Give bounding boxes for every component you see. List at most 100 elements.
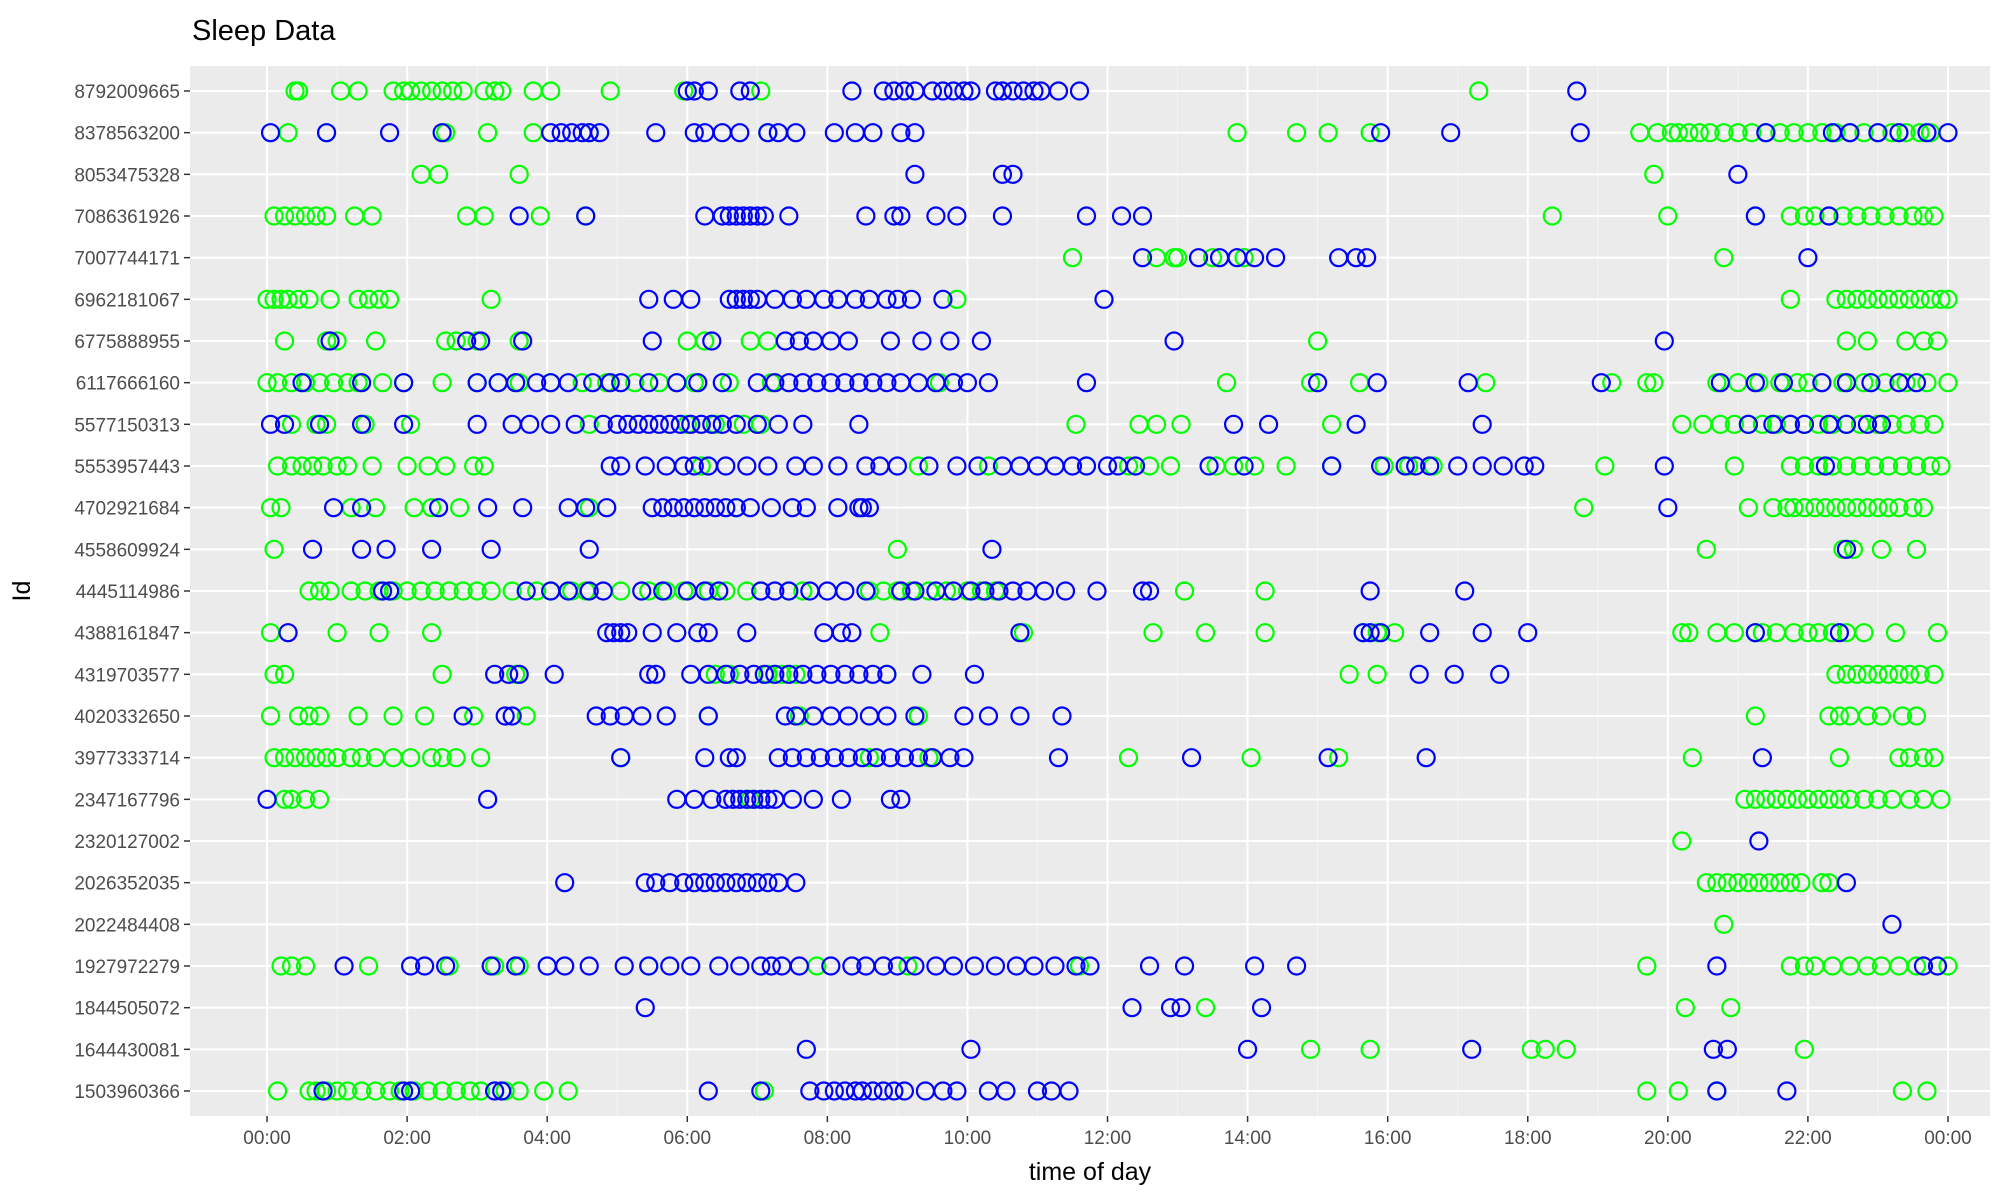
data-point [1241,748,1261,768]
data-point [954,706,974,726]
data-point [1602,373,1622,393]
data-point [600,81,620,101]
data-point [292,456,312,476]
data-point [1794,498,1814,518]
y-tick-label: 4020332650 [74,707,180,728]
data-point [1805,206,1825,226]
data-point [362,456,382,476]
data-point [481,581,501,601]
data-point [1668,1081,1688,1101]
data-point [1223,456,1244,476]
data-point [425,581,445,601]
x-tick-label: 18:00 [1504,1128,1552,1149]
data-point [814,1081,834,1101]
data-point [859,748,879,768]
data-point [688,623,708,643]
data-point [1654,331,1674,351]
data-point [635,873,655,893]
data-point [782,289,802,309]
data-point [471,1081,491,1101]
data-point [786,123,806,143]
data-point [884,1081,904,1101]
data-point [576,206,596,226]
data-point [534,1081,554,1101]
data-point [579,414,599,434]
y-tick-label: 3977333714 [74,749,180,770]
data-point [506,956,526,976]
data-point [1847,206,1867,226]
data-point [1714,123,1734,143]
data-point [1840,789,1860,809]
data-point [1223,414,1244,434]
data-point [1132,581,1153,601]
data-point [1889,664,1909,684]
data-point [940,748,960,768]
y-axis-ticks: 1503960366 1644430081 1844505072 1927972279… [74,82,190,1103]
data-point [1024,81,1044,101]
data-point [821,373,841,393]
data-point [1899,748,1920,768]
data-point [1896,373,1916,393]
data-point [754,664,774,684]
data-point [302,539,323,559]
data-point [1805,498,1825,518]
data-point [758,456,778,476]
data-point [1521,1039,1541,1059]
data-point [1360,1039,1380,1059]
data-point [1861,373,1881,393]
data-point [1752,748,1772,768]
data-point [541,123,561,143]
data-point [446,331,466,351]
data-point [267,373,288,393]
data-point [341,748,361,768]
data-point [1087,581,1107,601]
data-point [779,206,799,226]
data-point [1721,998,1741,1018]
data-point [1188,248,1209,268]
data-point [1371,123,1391,143]
data-point [695,498,715,518]
data-point [1143,623,1163,643]
data-point [530,206,550,226]
data-point [1658,206,1678,226]
data-point [464,706,484,726]
data-point [1889,498,1909,518]
data-point [716,873,736,893]
data-point [316,748,337,768]
data-point [1167,248,1188,268]
data-point [712,414,732,434]
data-point [1808,789,1829,809]
data-point [863,373,883,393]
data-point [982,539,1002,559]
data-point [1654,456,1674,476]
data-point [1097,456,1118,476]
data-point [579,956,599,976]
data-point [737,456,757,476]
data-point [516,581,536,601]
data-points [257,81,1958,1101]
data-point [747,873,767,893]
data-point [947,206,967,226]
data-point [478,498,498,518]
data-point [401,414,421,434]
data-point [1745,789,1765,809]
data-point [908,456,929,476]
data-point [849,664,869,684]
data-point [1318,123,1338,143]
data-point [1118,748,1139,768]
data-point [1469,81,1489,101]
data-point [474,206,494,226]
data-point [348,706,368,726]
data-point [1808,414,1829,434]
data-point [1794,414,1814,434]
data-point [1868,123,1888,143]
data-point [947,456,967,476]
data-point [439,581,459,601]
data-point [337,1081,358,1101]
data-point [614,956,634,976]
data-point [842,81,862,101]
data-point [274,664,295,684]
data-point [1672,623,1692,643]
data-point [1202,248,1223,268]
